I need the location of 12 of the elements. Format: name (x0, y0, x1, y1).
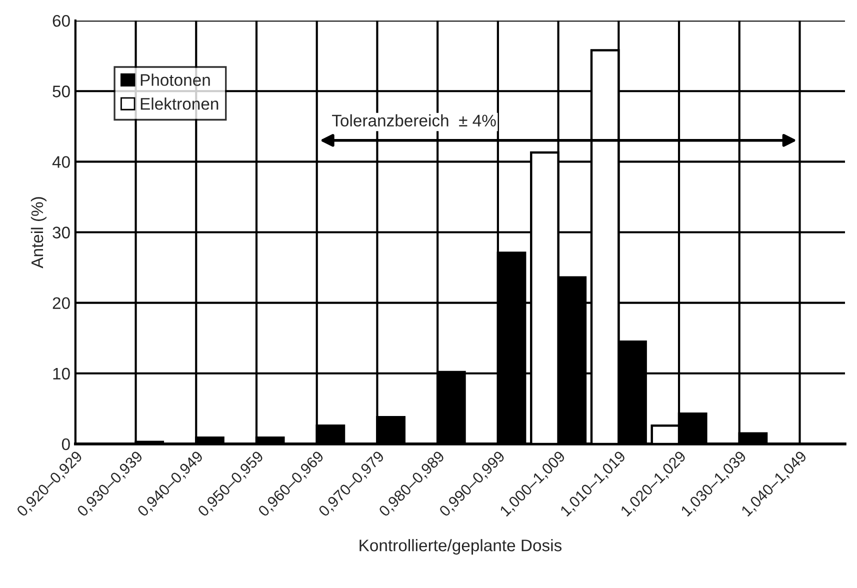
y-tick-label: 0 (62, 438, 70, 450)
y-tick-label: 20 (52, 297, 70, 310)
y-tick-label: 10 (53, 368, 70, 380)
y-axis-title: Anteil (%) (30, 197, 46, 268)
y-tick-label: 40 (52, 156, 70, 168)
y-tick-label: 30 (52, 226, 70, 238)
y-tick-label: 60 (52, 14, 70, 27)
x-axis-title: Kontrollierte/geplante Dosis (360, 539, 562, 555)
legend-label: Photonen (140, 74, 210, 86)
y-tick-label: 50 (52, 86, 70, 98)
legend-label: Elektronen (140, 98, 218, 110)
annotation: Toleranzbereich ± 4% (332, 114, 496, 127)
